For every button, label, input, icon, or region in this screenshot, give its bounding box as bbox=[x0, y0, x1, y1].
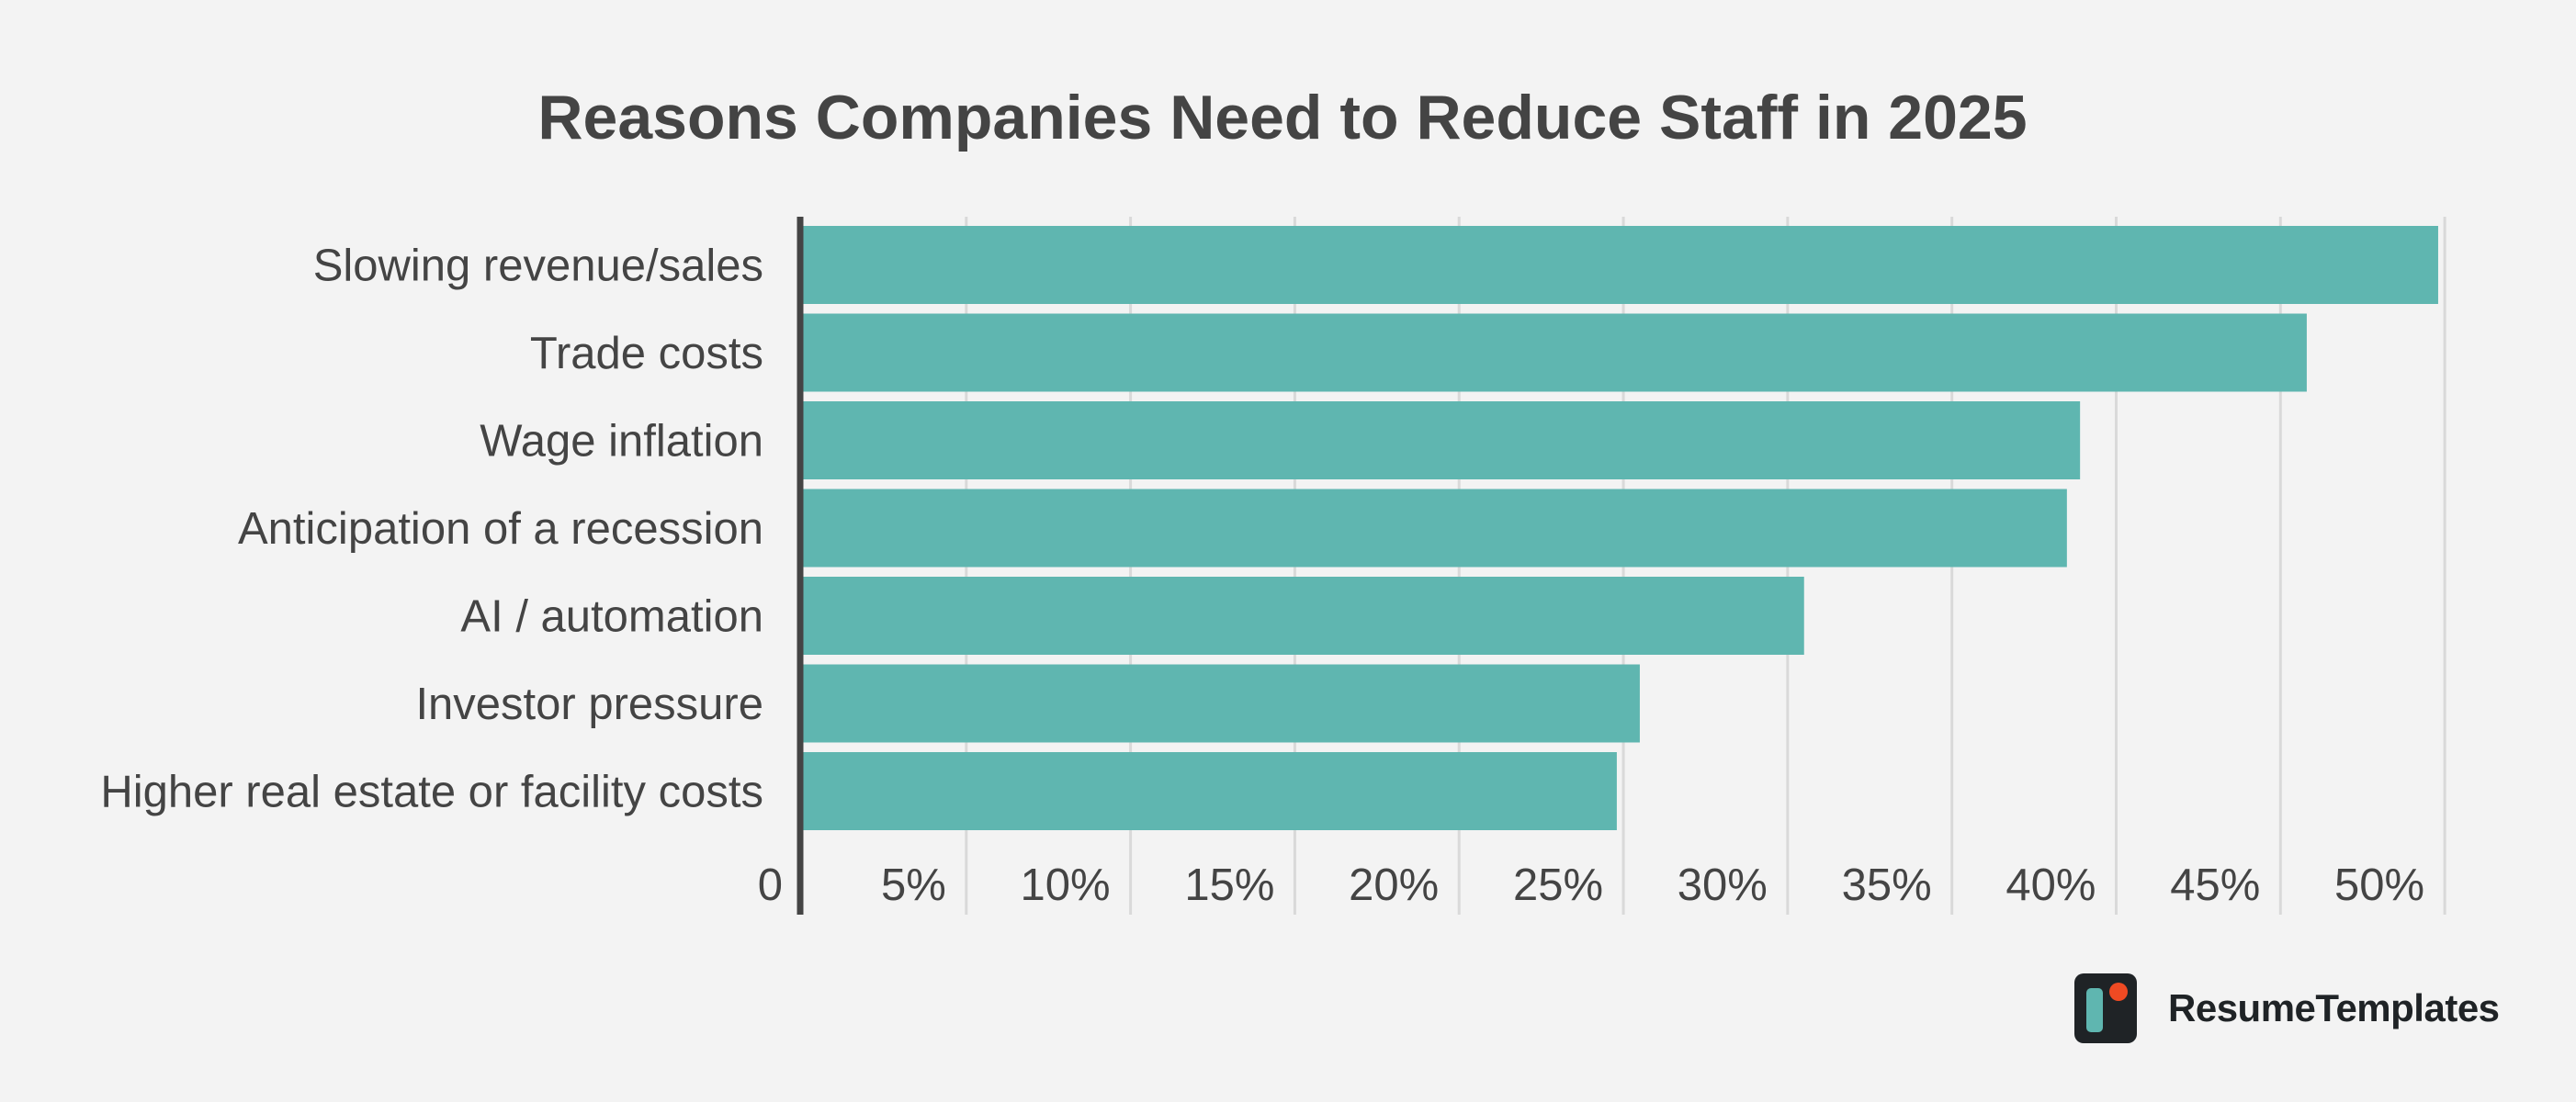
resumetemplates-logo-icon bbox=[2074, 973, 2137, 1043]
category-label: Trade costs bbox=[530, 329, 763, 378]
category-labels: Slowing revenue/sales Trade costs Wage inf… bbox=[100, 242, 763, 817]
bars bbox=[802, 226, 2438, 830]
chart-title: Reasons Companies Need to Reduce Staff i… bbox=[537, 83, 2027, 152]
x-tick-label: 35% bbox=[1842, 860, 1932, 910]
bar bbox=[802, 226, 2438, 304]
x-tick-label: 30% bbox=[1678, 860, 1768, 910]
category-label: Anticipation of a recession bbox=[238, 504, 763, 554]
x-tick-label: 5% bbox=[881, 860, 946, 910]
bar bbox=[802, 577, 1804, 655]
x-tick-label: 45% bbox=[2170, 860, 2260, 910]
category-label: AI / automation bbox=[460, 592, 763, 642]
x-tick-label: 20% bbox=[1349, 860, 1439, 910]
bar bbox=[802, 752, 1617, 830]
bar bbox=[802, 401, 2081, 479]
x-tick-label: 0 bbox=[758, 860, 783, 910]
bar bbox=[802, 664, 1640, 743]
brand-logo: ResumeTemplates bbox=[2074, 973, 2500, 1043]
x-tick-labels: 0 5% 10% 15% 20% 25% 30% 35% 40% 45% 50% bbox=[758, 860, 2424, 910]
x-tick-label: 10% bbox=[1021, 860, 1111, 910]
x-tick-label: 50% bbox=[2334, 860, 2424, 910]
category-label: Slowing revenue/sales bbox=[313, 242, 763, 291]
x-tick-label: 40% bbox=[2005, 860, 2096, 910]
x-tick-label: 15% bbox=[1184, 860, 1274, 910]
bar bbox=[802, 489, 2067, 568]
category-label: Higher real estate or facility costs bbox=[100, 768, 763, 817]
category-label: Wage inflation bbox=[480, 417, 763, 467]
category-label: Investor pressure bbox=[415, 680, 763, 729]
brand-name: ResumeTemplates bbox=[2168, 986, 2500, 1029]
x-tick-label: 25% bbox=[1513, 860, 1603, 910]
bar bbox=[802, 313, 2307, 392]
